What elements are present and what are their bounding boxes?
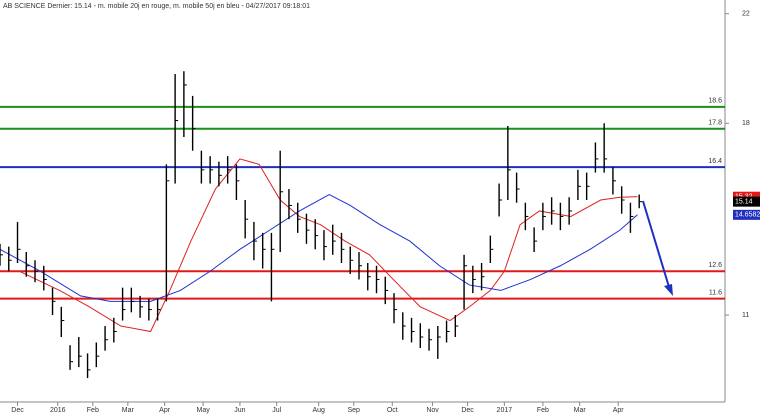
- x-tick-label: Sep: [348, 407, 361, 414]
- x-tick-label: 2016: [50, 407, 66, 414]
- x-tick-label: 2017: [497, 407, 513, 414]
- x-tick-label: Apr: [613, 407, 625, 414]
- x-tick-label: Jul: [272, 407, 281, 414]
- trend-arrow: [642, 200, 673, 296]
- price-tag-label: 14.6582: [735, 212, 760, 219]
- plot-area: 22 18 11 Dec 2016 Feb Mar Apr May Jun Jul Aug Sep Oct…: [0, 11, 750, 414]
- x-tick-label: Dec: [461, 407, 474, 414]
- arrow-head: [664, 284, 673, 296]
- y-tick-label: 11: [742, 312, 749, 319]
- level-label: 12.6: [708, 262, 722, 269]
- x-tick-label: Mar: [574, 407, 587, 414]
- x-tick-label: Feb: [537, 407, 549, 414]
- price-tag: 15.14: [733, 196, 760, 207]
- arrow-shaft: [642, 200, 670, 288]
- x-tick-label: Feb: [87, 407, 99, 414]
- price-tag-box: [733, 209, 760, 220]
- level-label: 16.4: [708, 158, 722, 165]
- chart-title: AB SCIENCE Dernier: 15.14 - m. mobile 20…: [3, 3, 310, 10]
- price-tag-box: [733, 196, 760, 207]
- x-tick-label: Oct: [387, 407, 398, 414]
- x-tick-label: May: [197, 407, 211, 414]
- x-tick-label: Mar: [122, 407, 135, 414]
- price-tag-label: 15.14: [735, 198, 753, 205]
- x-tick-label: Dec: [11, 407, 24, 414]
- level-label: 11.6: [709, 289, 722, 296]
- level-label: 17.8: [708, 120, 722, 127]
- level-label: 18.6: [708, 98, 722, 105]
- x-tick-label: Apr: [159, 407, 171, 414]
- price-tag: 14.6582: [733, 209, 760, 220]
- x-tick-label: Aug: [312, 407, 325, 414]
- y-tick-label: 22: [742, 11, 750, 18]
- y-tick-label: 18: [742, 120, 750, 127]
- x-tick-label: Jun: [234, 407, 245, 414]
- x-tick-label: Nov: [426, 407, 439, 414]
- moving-average: [0, 193, 638, 302]
